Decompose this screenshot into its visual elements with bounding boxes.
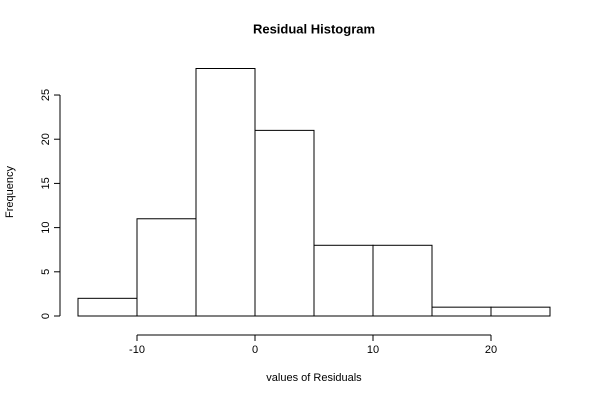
bar: [77, 297, 138, 317]
x-axis-label: values of Residuals: [266, 372, 362, 384]
bar: [490, 306, 551, 317]
y-tick-label: 10: [40, 221, 52, 233]
bar: [372, 244, 433, 317]
y-tick-label: 5: [40, 269, 52, 275]
bar: [136, 218, 197, 317]
y-axis-label: Frequency: [4, 166, 16, 218]
x-tick-label: -10: [129, 344, 145, 356]
bar: [313, 244, 374, 317]
bar: [195, 68, 256, 317]
x-tick-label: 10: [367, 344, 379, 356]
y-tick-label: 15: [40, 177, 52, 189]
y-tick-label: 20: [40, 133, 52, 145]
y-tick-label: 0: [40, 313, 52, 319]
x-tick-label: 20: [485, 344, 497, 356]
bar: [254, 129, 315, 317]
y-tick-label: 25: [40, 89, 52, 101]
x-tick-label: 0: [252, 344, 258, 356]
chart-title: Residual Histogram: [253, 21, 375, 36]
bar: [431, 306, 492, 317]
